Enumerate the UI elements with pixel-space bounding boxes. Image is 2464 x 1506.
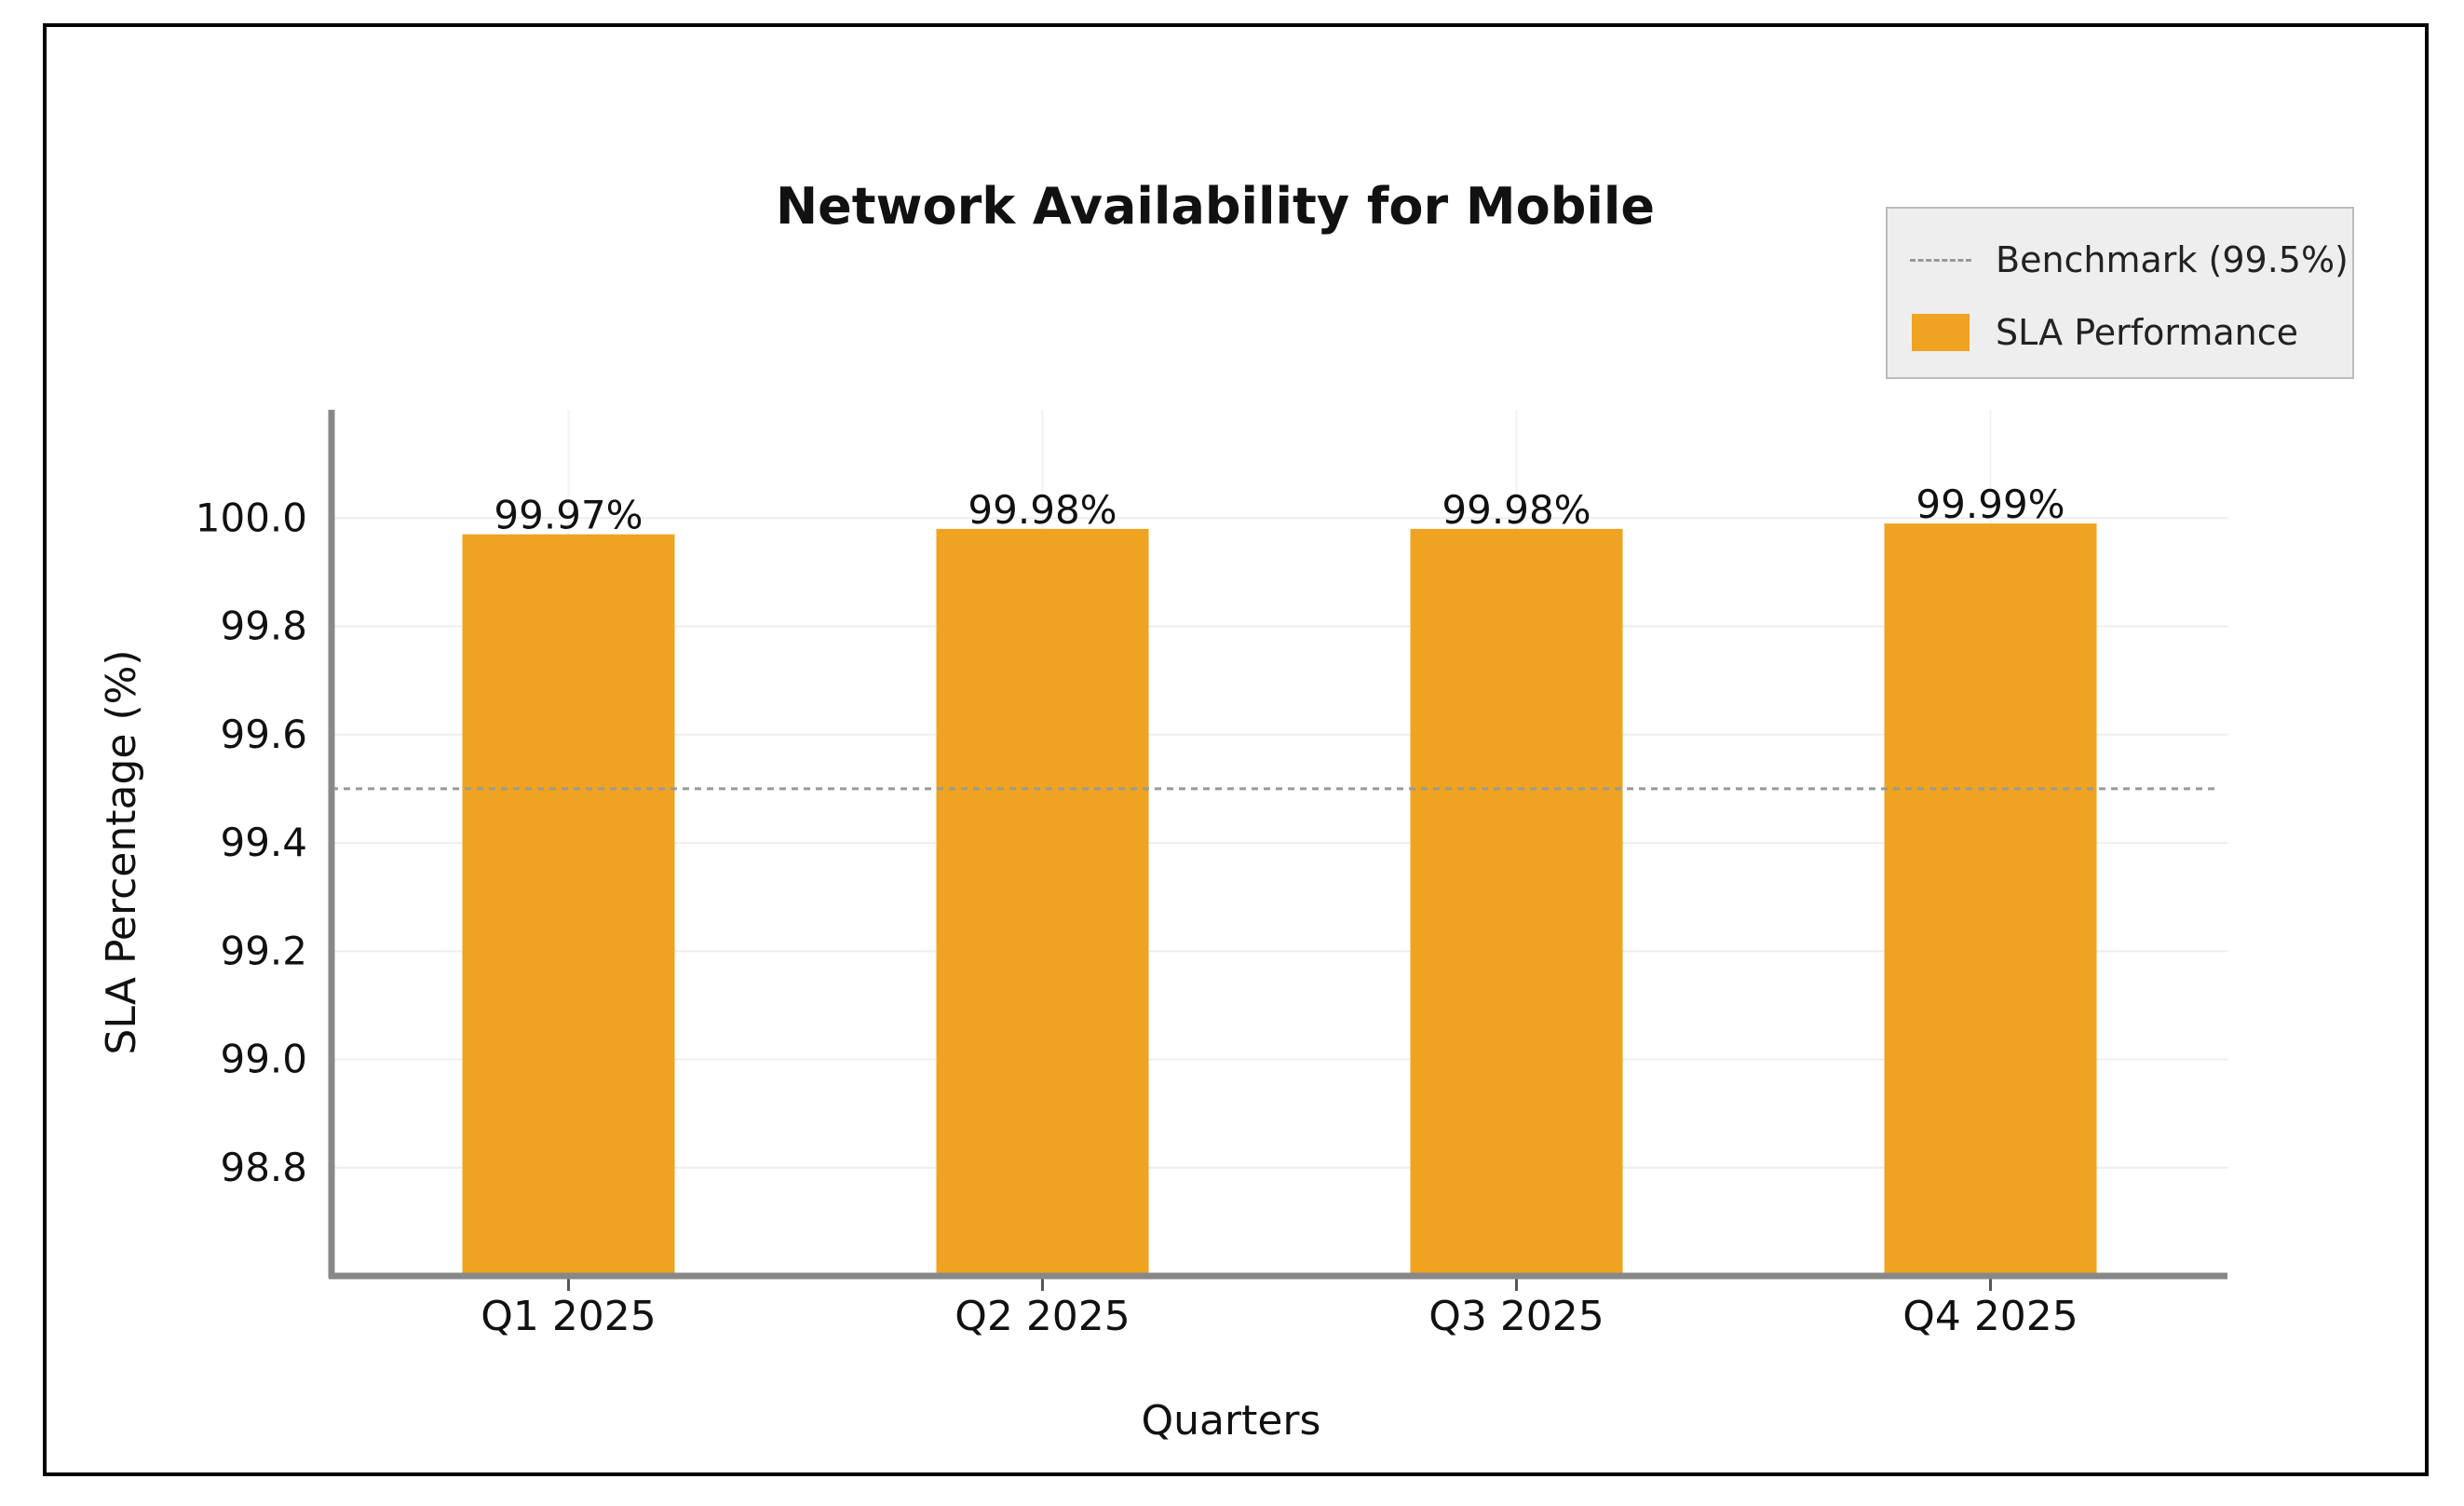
data-label: 99.98% — [1442, 487, 1591, 533]
bar — [1884, 523, 2097, 1276]
data-label: 99.97% — [494, 493, 643, 538]
legend-sla-label: SLA Performance — [1996, 312, 2299, 353]
x-axis-label: Quarters — [1142, 1397, 1321, 1445]
x-tick-label: Q4 2025 — [1902, 1293, 2078, 1340]
bar — [1410, 528, 1623, 1276]
data-label: 99.98% — [968, 487, 1117, 533]
legend-sla-swatch — [1912, 314, 1970, 351]
y-tick-label: 100.0 — [196, 495, 307, 540]
chart-legend: Benchmark (99.5%) SLA Performance — [1886, 207, 2354, 379]
bar — [462, 534, 675, 1276]
x-tick-label: Q3 2025 — [1428, 1293, 1604, 1340]
data-label: 99.99% — [1916, 482, 2065, 527]
chart-title: Network Availability for Mobile — [776, 177, 1655, 236]
legend-benchmark-swatch — [1910, 258, 1971, 262]
y-tick-label: 99.0 — [220, 1037, 307, 1082]
legend-benchmark-label: Benchmark (99.5%) — [1996, 239, 2349, 280]
legend-item-sla: SLA Performance — [1888, 305, 2298, 360]
y-axis-label: SLA Percentage (%) — [98, 649, 145, 1054]
y-tick-label: 99.2 — [220, 928, 307, 973]
legend-item-benchmark: Benchmark (99.5%) — [1888, 232, 2349, 288]
y-tick-label: 98.8 — [220, 1145, 307, 1190]
chart-frame — [43, 23, 2429, 1476]
y-tick-label: 99.8 — [220, 604, 307, 649]
x-tick-label: Q2 2025 — [954, 1293, 1130, 1340]
x-tick-label: Q1 2025 — [481, 1293, 657, 1340]
bar — [936, 528, 1149, 1276]
y-tick-label: 99.6 — [220, 712, 307, 757]
y-tick-label: 99.4 — [220, 820, 307, 865]
